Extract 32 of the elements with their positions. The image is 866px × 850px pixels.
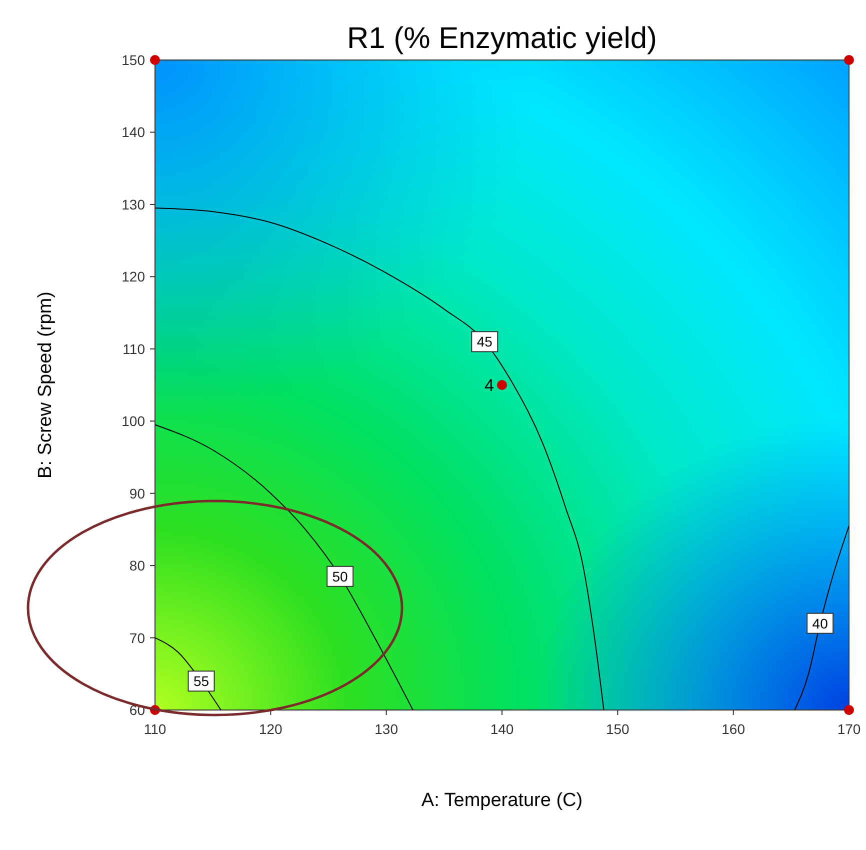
line-series xyxy=(154,637,222,710)
x-tick-label: 130 xyxy=(374,721,398,737)
y-tick-label: 140 xyxy=(122,124,146,140)
y-tick-label: 110 xyxy=(122,340,146,357)
point xyxy=(497,380,507,390)
x-tick-label: 160 xyxy=(722,721,746,737)
x-tick-label: 170 xyxy=(837,721,861,737)
point xyxy=(150,55,160,65)
y-tick-label: 120 xyxy=(122,268,146,285)
x-tick-label: 110 xyxy=(144,721,166,737)
line-series xyxy=(154,424,414,710)
y-axis-title: B: Screw Speed (rpm) xyxy=(35,292,56,478)
y-tick-label: 150 xyxy=(122,52,146,68)
line-series xyxy=(794,525,850,710)
series-label: 55 xyxy=(193,673,210,690)
series-label: 40 xyxy=(812,615,828,632)
annotation: 4 xyxy=(484,376,494,395)
y-tick-label: 100 xyxy=(122,413,146,430)
y-tick-label: 70 xyxy=(129,630,146,646)
point xyxy=(844,55,854,65)
y-tick-label: 90 xyxy=(129,485,146,502)
line-series xyxy=(154,208,604,710)
x-axis-title: A: Temperature (C) xyxy=(421,790,583,811)
chart-title: R1 (% Enzymatic yield) xyxy=(346,22,658,55)
x-tick-label: 150 xyxy=(606,721,630,737)
y-tick-label: 130 xyxy=(122,196,146,212)
point xyxy=(844,705,854,715)
series-label: 50 xyxy=(332,568,348,584)
x-tick-label: 140 xyxy=(490,721,514,737)
y-tick-label: 80 xyxy=(129,558,146,574)
series-label: 45 xyxy=(476,334,493,350)
x-tick-label: 120 xyxy=(258,721,283,737)
